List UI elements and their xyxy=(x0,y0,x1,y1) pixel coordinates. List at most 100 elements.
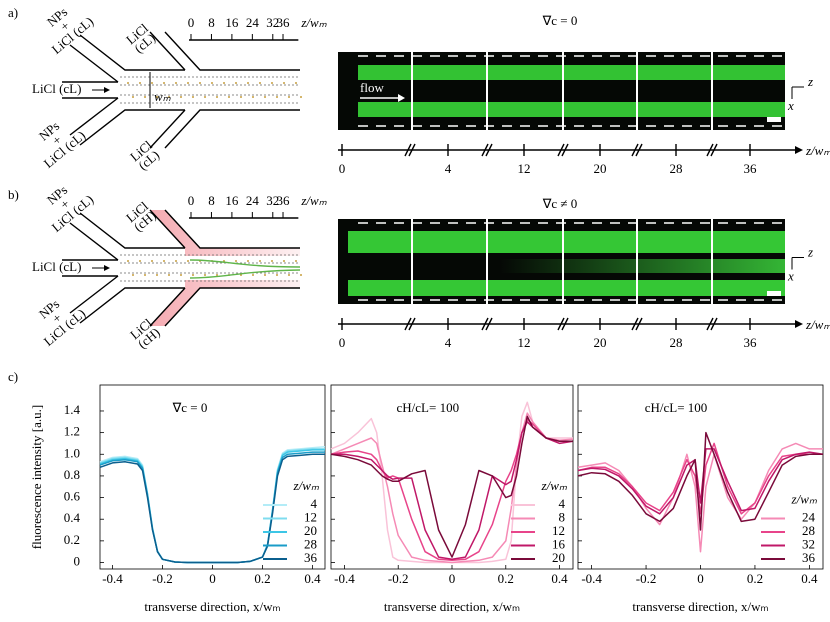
axis-break xyxy=(481,143,489,157)
particle xyxy=(175,82,177,84)
image-axis-tick-label: 36 xyxy=(744,161,758,176)
scale-tick-label: 36 xyxy=(277,15,291,30)
legend-label: 4 xyxy=(559,496,566,511)
x-tick-label: 0 xyxy=(209,571,216,586)
y-axis-label: fluorescence intensity [a.u.] xyxy=(29,405,44,549)
image-axis-tick-label: 0 xyxy=(339,161,346,176)
panel-title: ∇c = 0 xyxy=(542,13,578,28)
inlet-label: NPs+LiCl (cL) xyxy=(44,4,96,57)
scale-tick-label: 8 xyxy=(208,193,215,208)
particle xyxy=(240,96,242,98)
axis-break xyxy=(404,143,412,157)
axis-break xyxy=(561,143,569,157)
particle xyxy=(127,260,129,262)
channel-wall xyxy=(149,109,186,149)
particle xyxy=(144,274,146,276)
axis-break xyxy=(631,317,639,331)
particle xyxy=(163,82,165,84)
particle xyxy=(151,260,153,262)
flow-label: flow xyxy=(360,80,384,95)
inlet-label: LiCl (cL) xyxy=(32,259,81,274)
particle xyxy=(235,260,237,262)
scale-tick-label: 16 xyxy=(225,15,239,30)
axis-break xyxy=(408,143,416,157)
image-axis-tick-label: 28 xyxy=(670,161,683,176)
image-axis-tick-label: 4 xyxy=(445,335,452,350)
x-tick-label: 0.2 xyxy=(747,571,763,586)
channel-wall xyxy=(149,287,186,327)
legend-label: 8 xyxy=(559,509,566,524)
x-tick-label: 0 xyxy=(697,571,704,586)
particle xyxy=(264,274,266,276)
scale-tick-label: 36 xyxy=(277,193,291,208)
particle xyxy=(156,274,158,276)
series-line xyxy=(99,451,325,564)
particle xyxy=(295,82,297,84)
particle xyxy=(247,260,249,262)
y-tick-label: 0.8 xyxy=(64,467,80,482)
particle xyxy=(175,260,177,262)
image-background xyxy=(338,52,785,130)
particle xyxy=(276,96,278,98)
particle xyxy=(288,274,290,276)
particle xyxy=(271,82,273,84)
particle xyxy=(168,274,170,276)
particle xyxy=(259,260,261,262)
flow-arrow-head xyxy=(104,87,110,93)
x-tick-label: -0.2 xyxy=(152,571,173,586)
flow-arrow-head xyxy=(398,94,405,102)
image-axis-tick-label: 28 xyxy=(670,335,683,350)
series-line xyxy=(577,448,824,515)
particle xyxy=(211,82,213,84)
channel-wall xyxy=(69,222,119,261)
scale-label: z/wₘ xyxy=(300,193,327,208)
y-tick-label: 1.4 xyxy=(64,402,81,417)
image-axis-tick-label: 20 xyxy=(594,161,607,176)
particle xyxy=(223,82,225,84)
fluorescent-band xyxy=(348,231,785,253)
channel-wall xyxy=(164,287,300,327)
particle xyxy=(204,96,206,98)
image-axis-head xyxy=(795,146,803,154)
channel-wall xyxy=(79,212,185,249)
series-line xyxy=(330,415,573,558)
panel-label: a) xyxy=(8,5,18,20)
fluorescent-band xyxy=(500,259,785,273)
scale-tick-label: 32 xyxy=(266,193,279,208)
panel-label: c) xyxy=(8,369,18,384)
image-axis-label: z/wₘ xyxy=(805,143,830,158)
axis-break xyxy=(710,143,718,157)
particle xyxy=(163,260,165,262)
image-axis-head xyxy=(795,320,803,328)
particle xyxy=(132,96,134,98)
panel-title: ∇c ≠ 0 xyxy=(542,196,578,211)
legend-title: z/wₘ xyxy=(541,478,568,493)
x-axis-label: transverse direction, x/wₘ xyxy=(384,599,520,614)
channel-wall xyxy=(164,209,300,249)
scale-tick-label: 8 xyxy=(208,15,215,30)
particle xyxy=(288,96,290,98)
legend-label: 12 xyxy=(552,523,565,538)
scale-tick-label: 32 xyxy=(266,15,279,30)
particle xyxy=(300,274,302,276)
scale-tick-label: 0 xyxy=(188,15,195,30)
scale-tick-label: 16 xyxy=(225,193,239,208)
channel-wall xyxy=(149,31,186,71)
scale-bar xyxy=(767,117,781,122)
particle xyxy=(300,96,302,98)
particle xyxy=(295,260,297,262)
legend-label: 12 xyxy=(304,509,317,524)
coord-label: z xyxy=(807,244,813,259)
particle xyxy=(252,96,254,98)
axis-break xyxy=(561,317,569,331)
x-tick-label: 0 xyxy=(449,571,456,586)
scale-tick-label: 24 xyxy=(246,193,260,208)
particle xyxy=(252,274,254,276)
chart-title: cH/cL= 100 xyxy=(397,400,460,415)
axis-break xyxy=(710,317,718,331)
concentration-profile xyxy=(189,259,301,268)
particle xyxy=(132,274,134,276)
scale-tick-label: 24 xyxy=(246,15,260,30)
particle xyxy=(259,82,261,84)
